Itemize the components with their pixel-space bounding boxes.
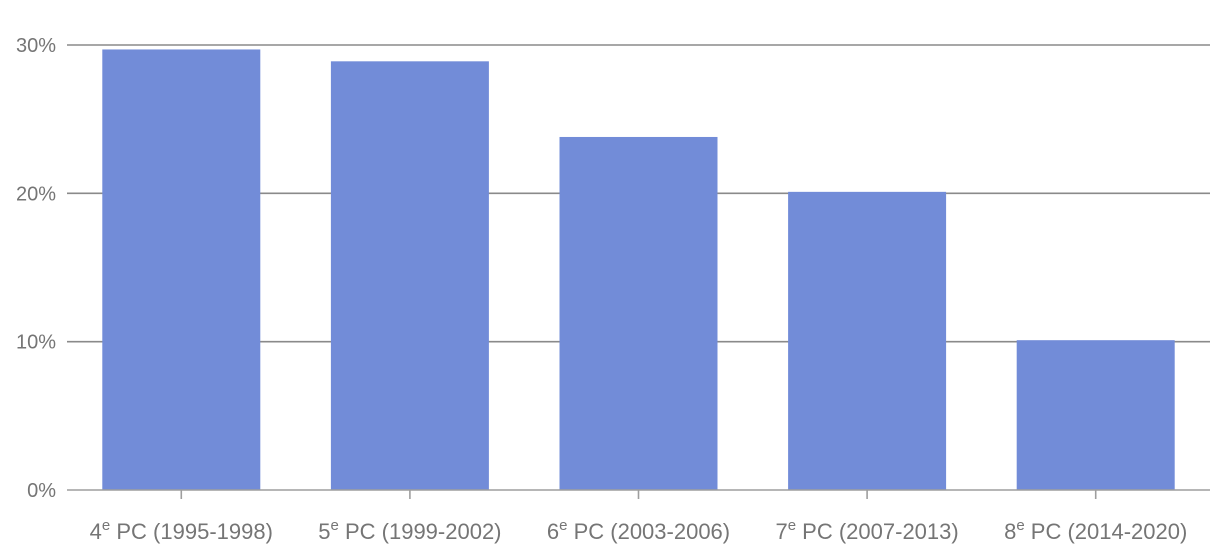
bar — [788, 191, 947, 490]
x-tick-label: 4e PC (1995-1998) — [90, 517, 273, 544]
x-tick-label: 7e PC (2007-2013) — [775, 517, 958, 544]
x-tick-labels: 4e PC (1995-1998) 5e PC (1999-2002) 6e PC … — [90, 517, 1188, 544]
x-axis — [67, 489, 1210, 499]
bars — [102, 49, 1175, 491]
bar — [1016, 340, 1175, 490]
x-tick-label: 5e PC (1999-2002) — [318, 517, 501, 544]
bar — [559, 136, 718, 490]
y-tick-label: 0% — [27, 480, 56, 502]
x-tick-label: 8e PC (2014-2020) — [1004, 517, 1187, 544]
y-tick-label: 30% — [16, 35, 56, 57]
y-tick-label: 10% — [16, 332, 56, 354]
bar — [102, 49, 261, 490]
y-tick-labels: 0% 10% 20% 30% — [16, 35, 56, 502]
y-tick-label: 20% — [16, 183, 56, 205]
x-tick-label: 6e PC (2003-2006) — [547, 517, 730, 544]
bar — [330, 61, 489, 491]
